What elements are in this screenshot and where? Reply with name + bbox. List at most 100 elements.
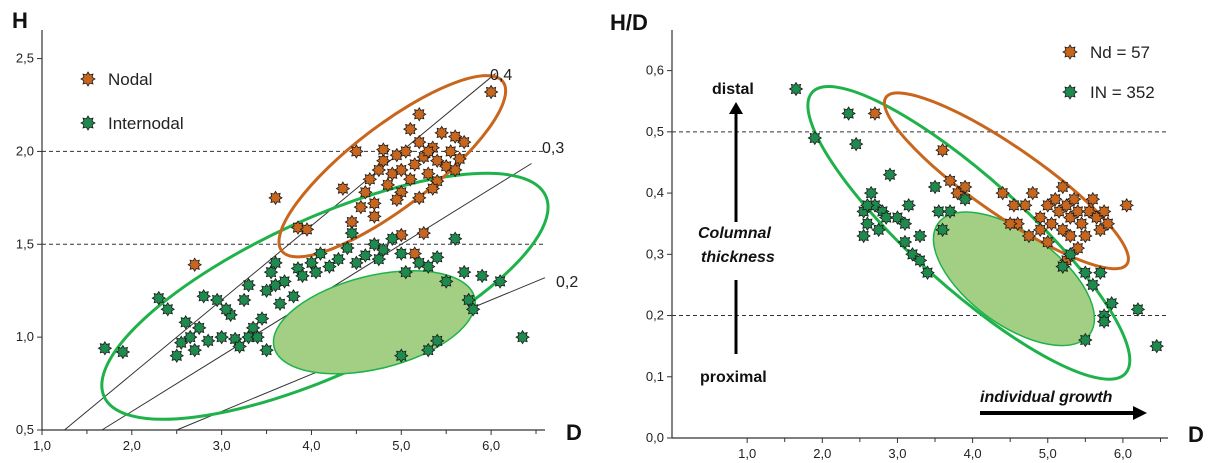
point-internodal-57 xyxy=(259,342,274,358)
point-nodal-42 xyxy=(483,84,499,100)
point-nodal-34 xyxy=(420,144,436,159)
y-axis-label: H/D xyxy=(610,10,648,35)
point-internodal-52 xyxy=(492,274,508,289)
point-internodal-47 xyxy=(447,231,463,246)
point-internodal-36 xyxy=(358,248,373,263)
point-internodal-6 xyxy=(863,185,879,201)
y-tick-label-3: 0,3 xyxy=(646,246,664,261)
point-internodal-1 xyxy=(115,344,131,360)
point-internodal-5 xyxy=(173,335,189,350)
point-internodal-22 xyxy=(957,191,973,207)
legend: Nd = 57 IN = 352 xyxy=(1062,43,1155,102)
point-internodal-4 xyxy=(169,348,184,363)
point-internodal-35 xyxy=(856,228,871,244)
point-internodal-29 xyxy=(1104,296,1119,311)
point-internodal-7 xyxy=(182,329,198,345)
point-nodal-11 xyxy=(376,153,391,168)
point-internodal-18 xyxy=(927,179,943,195)
point-nodal-35 xyxy=(1119,198,1134,213)
point-nodal-6 xyxy=(353,199,369,215)
point-internodal-8 xyxy=(187,342,202,358)
point-internodal-54 xyxy=(420,342,436,358)
point-nodal-2 xyxy=(942,173,958,189)
legend-label-0: Nodal xyxy=(108,70,152,89)
point-internodal-36 xyxy=(897,216,913,231)
legend-marker-1 xyxy=(1062,84,1078,100)
point-internodal-20 xyxy=(259,283,274,298)
point-internodal-20 xyxy=(935,222,950,238)
point-internodal-42 xyxy=(398,264,414,280)
point-nodal-8 xyxy=(1025,185,1040,201)
point-nodal-15 xyxy=(394,162,409,178)
point-nodal-36 xyxy=(447,162,463,178)
point-internodal-11 xyxy=(882,167,898,182)
point-internodal-59 xyxy=(268,255,283,271)
annotation-proximal: proximal xyxy=(700,369,767,386)
point-nodal-11 xyxy=(1044,216,1059,231)
ratio-line-labels: 0,4 0,3 0,2 xyxy=(490,67,578,291)
point-nodal-33 xyxy=(403,121,418,137)
legend-marker-0 xyxy=(80,71,96,87)
point-internodal-10 xyxy=(196,289,211,304)
point-internodal-58 xyxy=(236,292,252,308)
y-tick-label-4: 2,5 xyxy=(16,51,34,66)
point-nodal-41 xyxy=(411,107,427,122)
point-nodal-25 xyxy=(1096,204,1112,219)
point-internodal-23 xyxy=(1055,259,1071,274)
legend: Nodal Internodal xyxy=(80,70,184,133)
point-nodal-18 xyxy=(1070,204,1086,219)
point-internodal-17 xyxy=(920,265,935,280)
point-internodal-12 xyxy=(214,329,229,345)
x-tick-label-3: 4,0 xyxy=(302,438,320,453)
point-internodal-24 xyxy=(1063,247,1078,262)
point-internodal-24 xyxy=(277,274,292,289)
x-tick-label-2: 3,0 xyxy=(213,438,231,453)
axes xyxy=(41,30,545,431)
point-nodal-37 xyxy=(389,192,405,207)
point-internodal-40 xyxy=(385,231,400,246)
point-internodal-15 xyxy=(232,339,247,354)
point-internodal-62 xyxy=(218,302,234,317)
point-nodal-17 xyxy=(403,172,418,187)
point-internodal-33 xyxy=(1096,314,1112,329)
x-tick-label-3: 4,0 xyxy=(964,446,982,461)
point-internodal-51 xyxy=(474,268,490,284)
point-internodal-10 xyxy=(878,210,894,225)
point-internodal-5 xyxy=(860,216,875,231)
point-internodal-2 xyxy=(151,290,167,306)
point-internodal-25 xyxy=(286,289,301,304)
y-tick-label-3: 2,0 xyxy=(16,143,34,158)
point-internodal-30 xyxy=(313,246,328,261)
point-internodal-29 xyxy=(308,264,324,280)
point-internodal-11 xyxy=(200,333,216,349)
ratio-line-0 xyxy=(64,73,496,431)
point-internodal-61 xyxy=(209,292,225,308)
point-internodal-30 xyxy=(1130,302,1146,317)
point-internodal-26 xyxy=(1085,277,1101,293)
point-internodal-0 xyxy=(788,81,804,97)
point-nodal-38 xyxy=(416,225,432,241)
point-internodal-44 xyxy=(420,259,436,274)
point-nodal-0 xyxy=(187,257,202,272)
y-tick-label-0: 0,5 xyxy=(16,422,34,437)
point-nodal-45 xyxy=(367,209,382,224)
point-internodal-6 xyxy=(178,315,193,330)
point-internodal-53 xyxy=(394,348,409,363)
x-tick-label-4: 5,0 xyxy=(1039,446,1057,461)
point-internodal-21 xyxy=(263,264,279,280)
ratio-line-label-0: 0,4 xyxy=(490,67,512,84)
legend-marker-1 xyxy=(80,115,96,131)
point-internodal-56 xyxy=(515,329,530,345)
tick-labels: 1,0 2,0 3,0 4,0 5,0 6,00,51,01,52,02,5 xyxy=(16,51,537,453)
point-internodal-3 xyxy=(848,136,864,152)
point-internodal-27 xyxy=(295,268,310,284)
point-nodal-24 xyxy=(434,125,449,141)
x-tick-label-5: 6,0 xyxy=(482,438,500,453)
point-internodal-50 xyxy=(465,302,481,317)
point-nodal-9 xyxy=(1032,210,1048,225)
point-nodal-26 xyxy=(1100,216,1116,231)
arrow-right-head xyxy=(1133,406,1147,420)
point-nodal-21 xyxy=(420,166,436,181)
point-internodal-2 xyxy=(841,106,856,121)
point-nodal-43 xyxy=(349,144,364,159)
